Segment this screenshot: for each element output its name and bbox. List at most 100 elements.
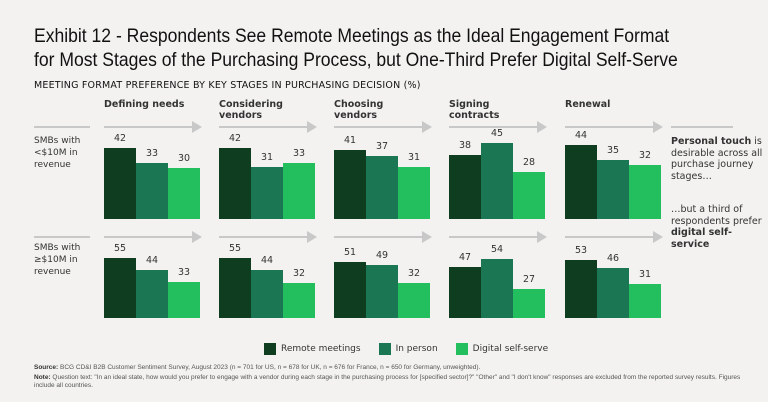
arrow-head-icon: [192, 231, 202, 243]
bar-digital-self-serve: [283, 163, 315, 219]
side-note-1-bold: Personal touch: [671, 136, 752, 147]
bar-digital-self-serve: [168, 282, 200, 318]
data-label: 32: [638, 149, 652, 161]
bar-in-person: [136, 163, 168, 219]
bar-remote-meetings: [565, 260, 597, 318]
data-label: 31: [407, 151, 421, 163]
arrow-head-icon: [307, 231, 317, 243]
footnote: Note: Question text: "In an ideal state,…: [34, 374, 754, 390]
bar-in-person: [481, 259, 513, 318]
bar-remote-meetings: [104, 258, 136, 318]
bar-in-person: [597, 159, 629, 219]
arrow-head-icon: [653, 231, 663, 243]
data-label: 42: [113, 133, 127, 145]
bar-digital-self-serve: [283, 283, 315, 318]
side-divider: [671, 126, 733, 128]
stage-arrow-line: [565, 126, 653, 128]
side-note-2-text: …but a third of respondents prefer: [671, 204, 762, 227]
arrow-head-icon: [422, 121, 432, 133]
data-label: 54: [490, 244, 504, 256]
legend-label: Digital self-serve: [472, 344, 549, 354]
data-label: 46: [606, 252, 620, 264]
stage-arrow-line: [449, 236, 537, 238]
bar-remote-meetings: [334, 262, 366, 318]
bar-remote-meetings: [334, 149, 366, 219]
legend-label: In person: [395, 344, 438, 354]
data-label: 32: [292, 268, 306, 280]
note-text: Question text: "In an ideal state, how w…: [34, 374, 741, 389]
data-label: 53: [574, 245, 588, 257]
data-label: 28: [522, 156, 536, 168]
stage-header: Defining needs: [104, 99, 185, 110]
bar-in-person: [597, 267, 629, 318]
arrow-head-icon: [537, 231, 547, 243]
data-label: 44: [145, 255, 159, 267]
bar-remote-meetings: [565, 144, 597, 219]
bar-in-person: [136, 270, 168, 318]
row-label: SMBs with <$10M in revenue: [34, 136, 81, 170]
chart-subtitle: MEETING FORMAT PREFERENCE BY KEY STAGES …: [34, 80, 421, 91]
arrow-head-icon: [192, 121, 202, 133]
data-label: 41: [343, 134, 357, 146]
data-label: 45: [490, 127, 504, 139]
title-line-1: Exhibit 12 - Respondents See Remote Meet…: [34, 25, 670, 47]
legend-item-in-person: In person: [378, 343, 438, 355]
side-note-2: …but a third of respondents prefer digit…: [671, 204, 767, 250]
bar-digital-self-serve: [398, 283, 430, 318]
bar-in-person: [366, 264, 398, 318]
data-label: 49: [375, 249, 389, 261]
data-label: 55: [113, 243, 127, 255]
legend-label: Remote meetings: [281, 344, 361, 354]
data-label: 31: [260, 151, 274, 163]
bar-in-person: [251, 166, 283, 219]
legend-swatch: [264, 343, 276, 355]
stage-arrow-line: [334, 236, 422, 238]
legend: Remote meetings In person Digital self-s…: [264, 343, 548, 355]
data-label: 51: [343, 247, 357, 259]
stage-arrow-line: [219, 236, 307, 238]
chart-title: Exhibit 12 - Respondents See Remote Meet…: [34, 24, 678, 72]
data-label: 32: [407, 268, 421, 280]
data-label: 37: [375, 141, 389, 153]
bar-remote-meetings: [449, 266, 481, 318]
bar-remote-meetings: [219, 148, 251, 219]
data-label: 33: [145, 148, 159, 160]
data-label: 47: [458, 251, 472, 263]
note-label: Note:: [34, 374, 51, 381]
row-divider: [34, 236, 90, 238]
legend-swatch: [455, 343, 468, 355]
bar-digital-self-serve: [513, 288, 545, 318]
title-line-2: for Most Stages of the Purchasing Proces…: [34, 49, 678, 71]
stage-header: Choosing vendors: [334, 99, 384, 121]
legend-item-remote: Remote meetings: [264, 343, 361, 355]
bar-remote-meetings: [449, 154, 481, 219]
bar-digital-self-serve: [168, 168, 200, 219]
side-note-1-text: is desirable across all purchase journey…: [671, 136, 763, 182]
stage-arrow-line: [219, 126, 307, 128]
arrow-head-icon: [307, 121, 317, 133]
stage-header: Renewal: [565, 99, 611, 110]
bar-in-person: [366, 156, 398, 219]
legend-item-digital: Digital self-serve: [455, 343, 549, 355]
source-note: Source: BCG CD&I B2B Customer Sentiment …: [34, 364, 754, 372]
arrow-head-icon: [537, 121, 547, 133]
data-label: 31: [638, 269, 652, 281]
stage-arrow-line: [104, 236, 192, 238]
bar-remote-meetings: [104, 148, 136, 219]
legend-swatch: [378, 343, 391, 355]
bar-digital-self-serve: [513, 171, 545, 219]
stage-header: Signing contracts: [449, 99, 500, 121]
stage-arrow-line: [565, 236, 653, 238]
stage-arrow-line: [104, 126, 192, 128]
source-label: Source:: [34, 364, 59, 371]
stage-arrow-line: [334, 126, 422, 128]
bar-digital-self-serve: [398, 166, 430, 219]
bar-in-person: [251, 270, 283, 318]
bar-digital-self-serve: [629, 164, 661, 219]
data-label: 27: [522, 273, 536, 285]
bar-in-person: [481, 142, 513, 219]
data-label: 55: [228, 243, 242, 255]
data-label: 30: [177, 153, 191, 165]
side-note-2-bold: digital self-service: [671, 227, 732, 250]
data-label: 44: [574, 129, 588, 141]
